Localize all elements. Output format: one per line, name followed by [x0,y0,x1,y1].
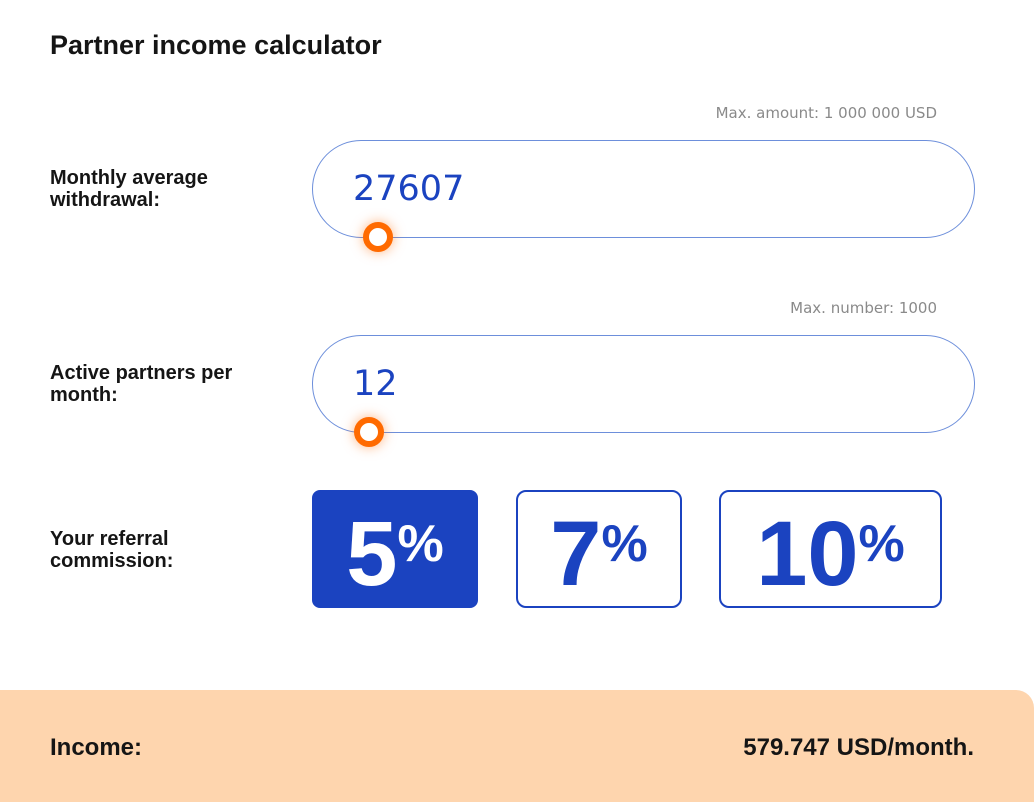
income-label: Income: [50,734,143,761]
commission-value: 5 [346,503,398,605]
withdrawal-label: Monthly average withdrawal: [50,167,208,211]
percent-sign: % [601,515,648,573]
commission-value: 10 [756,503,859,605]
withdrawal-slider-thumb[interactable] [362,222,393,252]
partners-max-label: Max. number: 1000 [790,299,937,317]
commission-label: Your referral commission: [50,528,174,572]
withdrawal-field[interactable] [312,140,975,238]
withdrawal-input[interactable] [353,169,913,209]
page-title: Partner income calculator [50,30,382,60]
commission-value: 7 [550,503,602,605]
commission-7-button[interactable]: 7% [516,490,682,608]
percent-sign: % [397,515,444,573]
commission-5-button[interactable]: 5% [312,490,478,608]
income-value: 579.747 USD/month. [743,734,974,761]
commission-10-button[interactable]: 10% [719,490,942,608]
withdrawal-max-label: Max. amount: 1 000 000 USD [715,104,937,122]
partners-input[interactable] [353,364,913,404]
partners-slider-thumb[interactable] [353,417,384,447]
income-panel: Income: 579.747 USD/month. [0,690,1034,802]
partners-field[interactable] [312,335,975,433]
percent-sign: % [858,515,905,573]
partners-label: Active partners per month: [50,362,233,406]
